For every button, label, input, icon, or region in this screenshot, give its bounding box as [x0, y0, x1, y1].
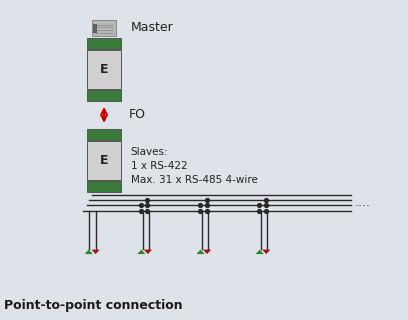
- Bar: [92, 20, 116, 36]
- Text: Slaves:
1 x RS-422
Max. 31 x RS-485 4-wire: Slaves: 1 x RS-422 Max. 31 x RS-485 4-wi…: [131, 147, 257, 185]
- Bar: [86, 181, 122, 192]
- Polygon shape: [144, 250, 152, 254]
- Text: E: E: [100, 154, 108, 167]
- Polygon shape: [84, 250, 93, 254]
- Text: FO: FO: [129, 108, 146, 121]
- Text: E: E: [100, 63, 108, 76]
- Bar: [93, 24, 97, 33]
- Bar: [86, 129, 122, 140]
- Text: ....: ....: [355, 196, 371, 209]
- Bar: [86, 50, 122, 89]
- Bar: [86, 38, 122, 49]
- Polygon shape: [91, 250, 100, 254]
- Polygon shape: [255, 250, 264, 254]
- Bar: [86, 90, 122, 101]
- Bar: [86, 141, 122, 180]
- Polygon shape: [262, 250, 271, 254]
- Polygon shape: [137, 250, 146, 254]
- Text: Master: Master: [131, 21, 173, 34]
- Polygon shape: [196, 250, 205, 254]
- Polygon shape: [203, 250, 211, 254]
- Text: Point-to-point connection: Point-to-point connection: [4, 299, 183, 312]
